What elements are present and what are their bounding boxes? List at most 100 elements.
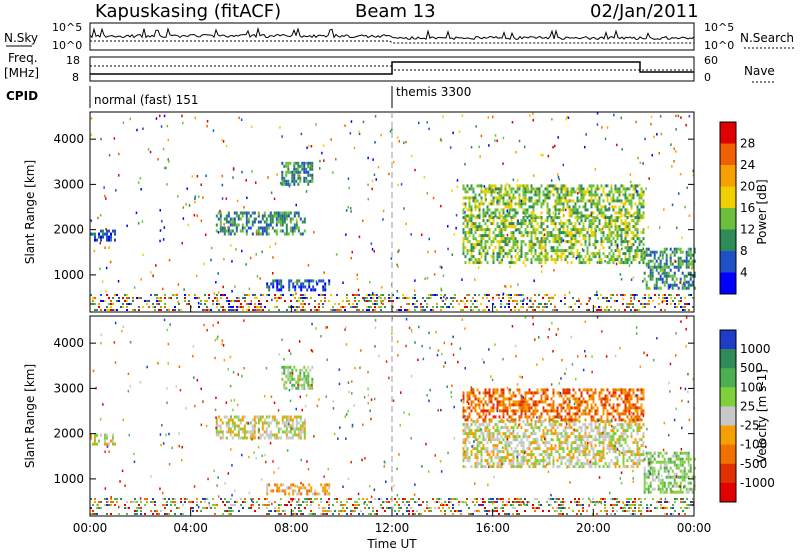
echo-cell <box>193 214 196 217</box>
echo-cell <box>655 268 658 272</box>
echo-cell <box>166 309 168 311</box>
echo-cell <box>238 116 240 120</box>
echo-cell <box>502 199 505 203</box>
echo-cell <box>504 409 507 413</box>
echo-cell <box>661 460 664 464</box>
echo-cell <box>618 249 621 253</box>
echo-cell <box>446 297 448 299</box>
echo-cell <box>600 205 603 209</box>
echo-cell <box>439 138 442 141</box>
echo-cell <box>514 208 517 212</box>
echo-cell <box>643 475 646 479</box>
echo-cell <box>130 303 132 305</box>
echo-cell <box>643 478 646 482</box>
echo-cell <box>514 190 517 194</box>
echo-cell <box>251 430 254 434</box>
echo-cell <box>534 294 536 296</box>
echo-cell <box>426 277 429 280</box>
nave-line <box>90 65 694 71</box>
echo-cell <box>303 179 306 183</box>
echo-cell <box>285 226 288 230</box>
echo-cell <box>302 306 304 308</box>
echo-cell <box>494 134 497 137</box>
echo-cell <box>664 297 666 299</box>
echo-cell <box>156 294 158 296</box>
echo-cell <box>687 250 690 254</box>
echo-cell <box>558 255 561 259</box>
echo-cell <box>206 300 208 302</box>
echo-cell <box>520 246 523 250</box>
echo-cell <box>638 406 641 410</box>
echo-cell <box>677 262 680 266</box>
echo-cell <box>557 173 559 176</box>
echo-cell <box>620 243 623 247</box>
echo-cell <box>352 306 354 308</box>
echo-cell <box>524 255 527 259</box>
echo-cell <box>219 430 222 434</box>
echo-cell <box>334 309 336 311</box>
echo-cell <box>530 249 533 253</box>
echo-cell <box>273 214 276 218</box>
echo-cell <box>460 309 462 311</box>
echo-cell <box>257 226 260 230</box>
echo-cell <box>462 309 464 311</box>
echo-cell <box>596 202 599 206</box>
echo-cell <box>496 406 499 410</box>
echo-cell <box>624 261 627 265</box>
echo-cell <box>574 429 577 433</box>
echo-cell <box>610 447 613 451</box>
echo-cell <box>590 184 593 188</box>
echo-cell <box>574 208 577 212</box>
echo-cell <box>556 249 559 253</box>
echo-cell <box>450 303 452 305</box>
echo-cell <box>616 211 619 215</box>
echo-cell <box>622 426 625 430</box>
echo-cell <box>114 294 116 296</box>
echo-cell <box>160 125 163 128</box>
echo-cell <box>528 199 531 203</box>
echo-cell <box>532 228 535 232</box>
echo-cell <box>582 388 585 392</box>
echo-cell <box>474 435 477 439</box>
echo-cell <box>524 243 527 247</box>
echo-cell <box>253 415 256 419</box>
echo-cell <box>612 258 615 262</box>
echo-cell <box>624 309 626 311</box>
echo-cell <box>474 228 477 232</box>
echo-cell <box>636 231 639 235</box>
echo-cell <box>620 240 623 244</box>
echo-cell <box>622 388 625 392</box>
echo-cell <box>259 220 262 224</box>
echo-cell <box>233 217 236 221</box>
echo-cell <box>636 205 639 209</box>
echo-cell <box>291 433 294 437</box>
echo-cell <box>655 280 658 284</box>
echo-cell <box>522 234 525 238</box>
echo-cell <box>462 243 465 247</box>
echo-cell <box>624 391 627 395</box>
echo-cell <box>528 246 531 250</box>
echo-cell <box>576 211 579 215</box>
echo-cell <box>476 426 479 430</box>
echo-cell <box>516 388 519 392</box>
echo-cell <box>354 297 356 299</box>
echo-cell <box>287 232 290 236</box>
echo-cell <box>260 309 262 311</box>
echo-cell <box>592 429 595 433</box>
echo-cell <box>296 282 299 286</box>
echo-cell <box>293 164 296 168</box>
echo-cell <box>614 222 617 226</box>
echo-cell <box>584 423 587 427</box>
echo-cell <box>478 294 480 296</box>
echo-cell <box>653 472 656 476</box>
echo-cell <box>552 249 555 253</box>
echo-cell <box>158 309 160 311</box>
echo-cell <box>177 195 179 198</box>
echo-cell <box>647 262 650 266</box>
echo-cell <box>542 400 545 404</box>
echo-cell <box>265 421 268 425</box>
echo-cell <box>299 430 302 434</box>
echo-cell <box>279 436 282 440</box>
echo-cell <box>566 190 569 194</box>
echo-cell <box>494 391 497 395</box>
